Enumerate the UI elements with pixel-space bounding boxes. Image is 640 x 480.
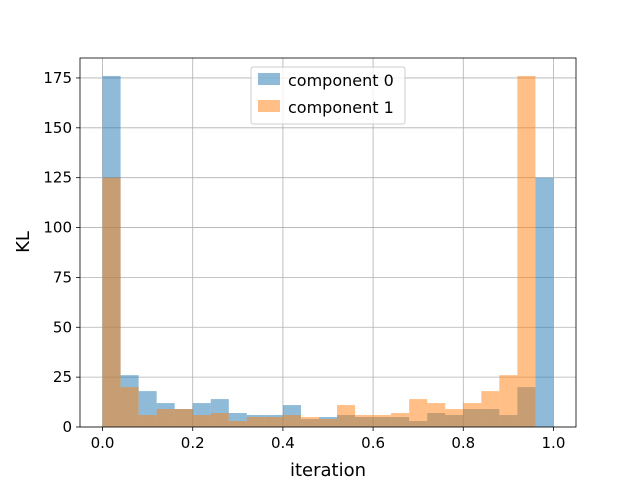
bar-component-1	[192, 415, 211, 427]
bars	[102, 75, 554, 427]
x-tick-label: 0.2	[181, 434, 205, 452]
bar-component-1	[138, 415, 157, 427]
bar-component-1	[318, 419, 338, 427]
bar-component-1	[445, 409, 464, 427]
legend-swatch-component-0	[258, 73, 280, 85]
y-axis-title: KL	[13, 231, 34, 253]
bar-component-1	[391, 413, 410, 427]
bar-component-1	[102, 177, 121, 427]
legend-swatch-component-1	[258, 100, 280, 112]
bar-component-1	[499, 375, 518, 427]
y-tick-label: 150	[43, 119, 72, 137]
x-tick-label: 0.0	[91, 434, 115, 452]
plot-frame	[79, 57, 577, 428]
bar-component-1	[282, 415, 301, 427]
bar-component-1	[463, 403, 482, 427]
y-tick-label: 0	[62, 418, 72, 436]
x-tick-label: 0.4	[271, 434, 295, 452]
bar-component-1	[355, 415, 374, 427]
bar-component-1	[174, 409, 193, 427]
bar-component-1	[517, 75, 536, 427]
bar-component-0	[535, 177, 554, 427]
bar-component-1	[156, 409, 175, 427]
bar-component-1	[264, 417, 283, 427]
x-tick-label: 0.6	[361, 434, 385, 452]
legend-box	[250, 66, 406, 125]
y-tick-label: 125	[43, 169, 72, 187]
bar-component-1	[300, 417, 319, 427]
x-tick-label: 1.0	[542, 434, 566, 452]
x-axis: 0.0 0.2 0.4 0.6 0.8 1.0	[91, 427, 566, 452]
bar-component-1	[120, 387, 139, 427]
x-axis-title: iteration	[290, 460, 366, 480]
y-axis: 0 25 50 75 100 125 150 175	[43, 69, 80, 436]
y-tick-label: 50	[53, 318, 72, 336]
bar-component-1	[409, 399, 428, 427]
bar-component-1	[373, 415, 392, 427]
bar-component-1	[481, 391, 500, 427]
bar-component-1	[246, 417, 265, 427]
legend-label-component-1: component 1	[288, 98, 394, 117]
bar-component-1	[427, 403, 446, 427]
y-tick-label: 175	[43, 69, 72, 87]
bar-component-1	[228, 421, 247, 427]
bar-component-1	[210, 413, 229, 427]
y-tick-label: 100	[43, 219, 72, 237]
y-tick-label: 75	[53, 268, 72, 286]
legend-label-component-0: component 0	[288, 71, 394, 90]
y-tick-label: 25	[53, 368, 72, 386]
x-tick-label: 0.8	[451, 434, 475, 452]
bar-component-1	[337, 405, 356, 427]
legend: component 0 component 1	[250, 66, 406, 125]
